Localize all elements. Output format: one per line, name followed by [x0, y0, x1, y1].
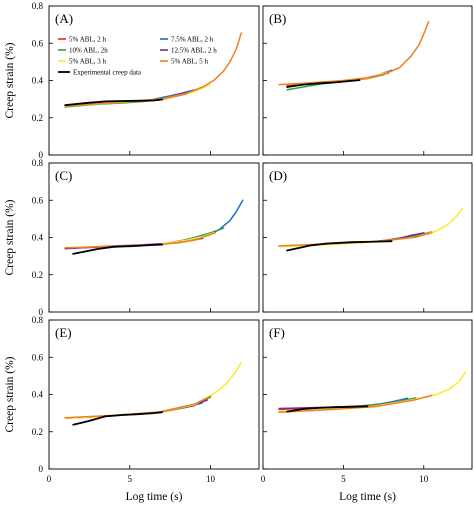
legend-label: 5% ABL, 5 h [171, 58, 208, 66]
legend-item-5-abl-3-h: 5% ABL, 3 h [58, 58, 106, 66]
legend-item-experimental-creep-data: Experimental creep data [58, 69, 142, 77]
legend-label: 7.5% ABL, 2 h [171, 36, 214, 44]
panel-e: 0 0.2 0.4 0.6 0.8 0 5 10 (E) Creep strain (%) Log … [4, 315, 260, 503]
y-tick-label: 0.2 [32, 427, 43, 437]
series-line-5-abl-5-h [278, 232, 433, 247]
series-line-experimental-creep-data [72, 411, 164, 426]
panel-label: (B) [269, 11, 286, 26]
y-tick-label: 0.4 [32, 76, 44, 86]
legend: 5% ABL, 2 h 7.5% ABL, 2 h 10% ABL, 2h 12.5%… [58, 36, 217, 77]
panel-f: 0 5 10 (F) Log time (s) [261, 319, 473, 503]
panel-d: (D) [262, 162, 473, 313]
y-tick-label: 0.8 [32, 1, 44, 11]
y-tick-label: 0.6 [32, 195, 44, 205]
series-line-experimental-creep-data [286, 405, 369, 413]
y-tick-label: 0.4 [32, 233, 44, 243]
x-tick-label: 0 [261, 474, 266, 484]
series-line-12-5-abl-2-h [398, 232, 425, 240]
legend-item-10-abl-2h: 10% ABL, 2h [58, 47, 108, 55]
series-line-10-abl-2h [177, 227, 225, 243]
series-line-5-abl-5-h [278, 21, 430, 86]
x-tick-label: 10 [419, 474, 429, 484]
x-tick-label: 0 [47, 474, 52, 484]
panel-label: (E) [55, 325, 72, 340]
y-tick-label: 0.8 [32, 158, 44, 168]
series-line-5-abl-3-h [64, 362, 242, 420]
legend-label: Experimental creep data [73, 69, 142, 77]
panel-a: 0 0.2 0.4 0.6 0.8 (A) Creep strain (%) 5% ABL, … [4, 1, 260, 160]
panel-b: (B) [262, 5, 473, 156]
panel-frame [48, 162, 260, 313]
legend-label: 5% ABL, 3 h [69, 58, 106, 66]
y-tick-label: 0.6 [32, 352, 44, 362]
y-tick-label: 0 [39, 464, 44, 474]
panel-frame [48, 319, 260, 470]
panel-frame [262, 319, 473, 470]
panel-label: (C) [55, 168, 72, 183]
y-axis-label: Creep strain (%) [4, 356, 16, 432]
panel-label: (F) [269, 325, 285, 340]
panel-label: (A) [55, 11, 73, 26]
panel-frame [262, 5, 473, 156]
panel-frame [262, 162, 473, 313]
panel-c: 0 0.2 0.4 0.6 0.8 (C) Creep strain (%) [4, 158, 260, 317]
x-axis-label: Log time (s) [126, 491, 183, 503]
y-tick-label: 0.6 [32, 38, 44, 48]
legend-item-5-abl-2-h: 5% ABL, 2 h [58, 36, 106, 44]
legend-item-12-5-abl-2-h: 12.5% ABL, 2 h [160, 47, 217, 55]
y-tick-label: 0.8 [32, 315, 44, 325]
panel-label: (D) [269, 168, 287, 183]
x-tick-label: 5 [128, 474, 133, 484]
legend-label: 12.5% ABL, 2 h [171, 47, 217, 55]
series-line-7-5-abl-2-h [185, 199, 244, 242]
y-axis-label: Creep strain (%) [4, 199, 16, 275]
legend-label: 5% ABL, 2 h [69, 36, 106, 44]
series-line-7-5-abl-2-h [153, 89, 196, 100]
y-tick-label: 0.2 [32, 270, 43, 280]
x-tick-label: 10 [206, 474, 216, 484]
series-line-experimental-creep-data [64, 98, 164, 106]
x-axis-label: Log time (s) [339, 491, 396, 503]
legend-label: 10% ABL, 2h [69, 47, 108, 55]
panel-frame [48, 5, 260, 156]
y-tick-label: 0 [39, 307, 44, 317]
y-tick-label: 0.2 [32, 113, 43, 123]
series-line-experimental-creep-data [286, 240, 393, 252]
series-line-experimental-creep-data [286, 79, 361, 88]
legend-item-5-abl-5-h: 5% ABL, 5 h [160, 58, 208, 66]
y-tick-label: 0 [39, 150, 44, 160]
legend-item-7-5-abl-2-h: 7.5% ABL, 2 h [160, 36, 214, 44]
y-axis-label: Creep strain (%) [4, 42, 16, 118]
series-line-experimental-creep-data [72, 243, 164, 255]
series-line-5-abl-5-h [278, 394, 433, 413]
series-line-5-abl-5-h [64, 32, 242, 107]
x-tick-label: 5 [341, 474, 346, 484]
y-tick-label: 0.4 [32, 390, 44, 400]
